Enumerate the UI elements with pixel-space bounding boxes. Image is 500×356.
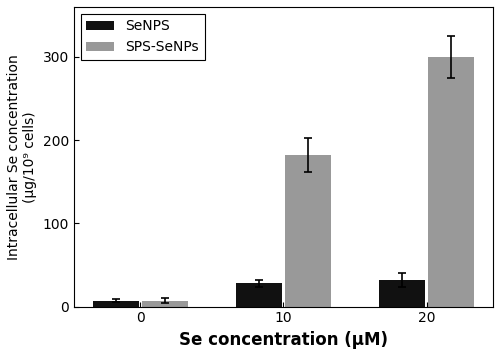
X-axis label: Se concentration (μM): Se concentration (μM) [179,331,388,349]
Bar [236,283,282,307]
Legend: SeNPS, SPS-SeNPs: SeNPS, SPS-SeNPs [81,14,204,60]
Y-axis label: Intracellular Se concentration
(μg/10⁹ cells): Intracellular Se concentration (μg/10⁹ c… [7,54,37,260]
Bar [142,301,188,307]
Bar [93,301,139,307]
Bar [380,280,426,307]
Bar [428,57,474,307]
Bar [285,155,331,307]
